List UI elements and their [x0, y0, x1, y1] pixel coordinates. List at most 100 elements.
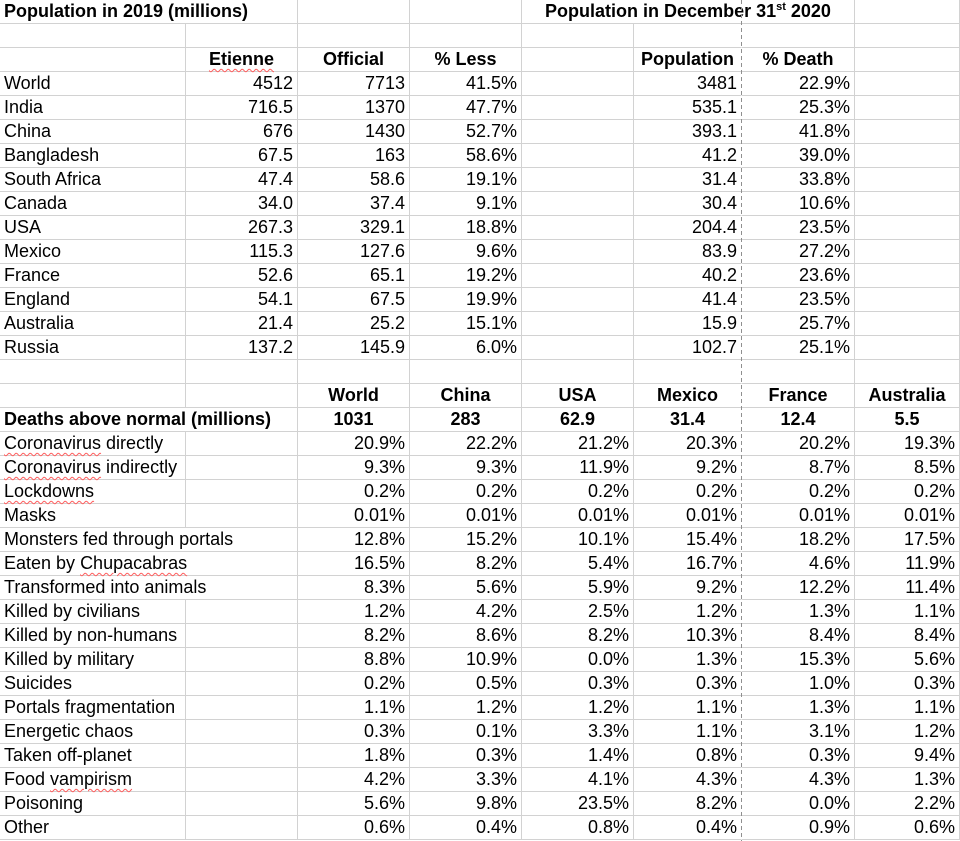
cell-population[interactable]: 41.4 [634, 288, 742, 312]
cell[interactable] [186, 792, 298, 816]
cause-value-cell[interactable]: 0.0% [742, 792, 855, 816]
cell[interactable] [186, 384, 298, 408]
cell-official[interactable]: 163 [298, 144, 410, 168]
cause-value-cell[interactable]: 9.8% [410, 792, 522, 816]
cause-value-cell[interactable]: 8.2% [298, 624, 410, 648]
cell[interactable] [298, 24, 410, 48]
cause-value-cell[interactable]: 0.9% [742, 816, 855, 840]
col-header-france[interactable]: France [742, 384, 855, 408]
cell[interactable] [855, 120, 960, 144]
cause-value-cell[interactable]: 8.3% [298, 576, 410, 600]
cause-value-cell[interactable]: 0.2% [298, 672, 410, 696]
cause-value-cell[interactable]: 1.2% [298, 600, 410, 624]
cell[interactable] [0, 24, 186, 48]
cell-pct-death[interactable]: 22.9% [742, 72, 855, 96]
cell[interactable] [522, 360, 634, 384]
cell-pct-death[interactable]: 23.5% [742, 288, 855, 312]
cause-value-cell[interactable]: 17.5% [855, 528, 960, 552]
total-deaths-cell[interactable]: 12.4 [742, 408, 855, 432]
cause-value-cell[interactable]: 0.3% [298, 720, 410, 744]
cause-value-cell[interactable]: 4.3% [742, 768, 855, 792]
country-label[interactable]: USA [0, 216, 186, 240]
cause-value-cell[interactable]: 0.01% [522, 504, 634, 528]
cause-value-cell[interactable]: 0.5% [410, 672, 522, 696]
cell[interactable] [522, 336, 634, 360]
country-label[interactable]: Canada [0, 192, 186, 216]
cell[interactable] [522, 48, 634, 72]
cell-population[interactable]: 30.4 [634, 192, 742, 216]
cell[interactable] [522, 96, 634, 120]
cause-label[interactable]: Transformed into animals [0, 576, 298, 600]
cause-value-cell[interactable]: 0.2% [522, 480, 634, 504]
cell[interactable] [298, 360, 410, 384]
cell[interactable] [0, 360, 186, 384]
cell[interactable] [855, 48, 960, 72]
cause-value-cell[interactable]: 9.4% [855, 744, 960, 768]
cell-etienne[interactable]: 52.6 [186, 264, 298, 288]
cell-pct-death[interactable]: 23.5% [742, 216, 855, 240]
cell-pct-death[interactable]: 33.8% [742, 168, 855, 192]
cell[interactable] [186, 720, 298, 744]
cell[interactable] [522, 144, 634, 168]
cell-population[interactable]: 535.1 [634, 96, 742, 120]
cell[interactable] [855, 312, 960, 336]
col-header-mexico[interactable]: Mexico [634, 384, 742, 408]
cell-pct-less[interactable]: 9.1% [410, 192, 522, 216]
cell-population[interactable]: 393.1 [634, 120, 742, 144]
cell[interactable] [855, 168, 960, 192]
cell-population[interactable]: 41.2 [634, 144, 742, 168]
cell-etienne[interactable]: 54.1 [186, 288, 298, 312]
cause-value-cell[interactable]: 18.2% [742, 528, 855, 552]
col-header-pct-less[interactable]: % Less [410, 48, 522, 72]
cause-value-cell[interactable]: 0.4% [410, 816, 522, 840]
cell-etienne[interactable]: 676 [186, 120, 298, 144]
cause-value-cell[interactable]: 10.3% [634, 624, 742, 648]
cause-value-cell[interactable]: 11.4% [855, 576, 960, 600]
cause-value-cell[interactable]: 12.8% [298, 528, 410, 552]
cause-value-cell[interactable]: 3.1% [742, 720, 855, 744]
cell-official[interactable]: 7713 [298, 72, 410, 96]
cause-value-cell[interactable]: 0.2% [298, 480, 410, 504]
cause-value-cell[interactable]: 1.1% [855, 600, 960, 624]
cause-value-cell[interactable]: 5.6% [298, 792, 410, 816]
cell-population[interactable]: 3481 [634, 72, 742, 96]
cause-value-cell[interactable]: 20.2% [742, 432, 855, 456]
cell[interactable] [186, 360, 298, 384]
cell[interactable] [855, 192, 960, 216]
cause-value-cell[interactable]: 1.0% [742, 672, 855, 696]
cell-pct-less[interactable]: 15.1% [410, 312, 522, 336]
cause-value-cell[interactable]: 1.2% [522, 696, 634, 720]
cell[interactable] [855, 360, 960, 384]
cause-value-cell[interactable]: 0.01% [742, 504, 855, 528]
cause-value-cell[interactable]: 8.2% [410, 552, 522, 576]
cell-pct-death[interactable]: 41.8% [742, 120, 855, 144]
col-header-pct-death[interactable]: % Death [742, 48, 855, 72]
cause-value-cell[interactable]: 1.1% [855, 696, 960, 720]
cell[interactable] [742, 360, 855, 384]
cause-value-cell[interactable]: 9.3% [410, 456, 522, 480]
cause-value-cell[interactable]: 8.2% [522, 624, 634, 648]
cause-value-cell[interactable]: 9.3% [298, 456, 410, 480]
col-header-australia[interactable]: Australia [855, 384, 960, 408]
cause-value-cell[interactable]: 0.6% [855, 816, 960, 840]
cell-pct-death[interactable]: 10.6% [742, 192, 855, 216]
cell[interactable] [855, 24, 960, 48]
cell-official[interactable]: 67.5 [298, 288, 410, 312]
cell[interactable] [186, 432, 298, 456]
cause-value-cell[interactable]: 1.3% [855, 768, 960, 792]
cell-etienne[interactable]: 47.4 [186, 168, 298, 192]
cause-value-cell[interactable]: 0.0% [522, 648, 634, 672]
cause-value-cell[interactable]: 0.3% [522, 672, 634, 696]
cell[interactable] [186, 672, 298, 696]
cell-population[interactable]: 83.9 [634, 240, 742, 264]
cause-value-cell[interactable]: 5.4% [522, 552, 634, 576]
cell-etienne[interactable]: 34.0 [186, 192, 298, 216]
cell-official[interactable]: 37.4 [298, 192, 410, 216]
cell[interactable] [855, 0, 960, 24]
cause-value-cell[interactable]: 4.6% [742, 552, 855, 576]
cell-pct-less[interactable]: 52.7% [410, 120, 522, 144]
cause-value-cell[interactable]: 23.5% [522, 792, 634, 816]
cause-value-cell[interactable]: 1.1% [634, 720, 742, 744]
cell-pct-less[interactable]: 6.0% [410, 336, 522, 360]
cause-value-cell[interactable]: 1.3% [634, 648, 742, 672]
